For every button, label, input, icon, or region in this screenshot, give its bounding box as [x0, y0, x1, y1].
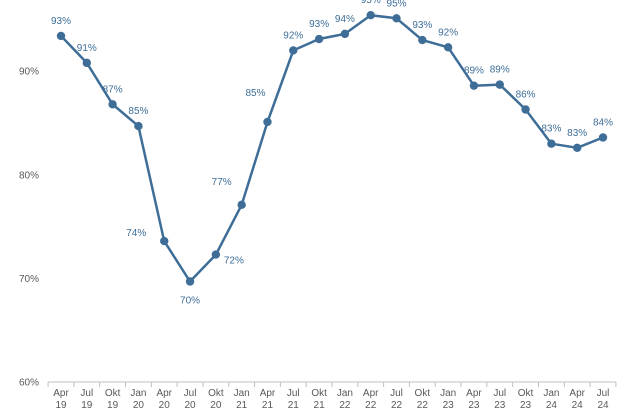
data-label: 84% [593, 117, 613, 128]
y-tick-label: 70% [19, 274, 39, 285]
data-point [82, 58, 92, 68]
data-point [108, 100, 117, 109]
x-tick-label-month: Apr [53, 388, 69, 399]
data-point [392, 14, 401, 23]
y-tick-label: 60% [19, 378, 39, 389]
x-tick-label-month: Apr [363, 388, 379, 399]
data-label: 72% [224, 256, 244, 267]
data-label: 92% [438, 27, 458, 38]
data-point [495, 80, 504, 89]
data-label: 70% [180, 295, 200, 306]
x-tick-label-month: Okt [105, 388, 121, 399]
x-tick-label-year: 23 [494, 400, 506, 411]
x-tick-label-month: Jan [543, 388, 559, 399]
data-point [185, 277, 195, 286]
x-tick-label-month: Apr [569, 388, 585, 399]
data-label: 95% [387, 0, 407, 9]
x-tick-label-month: Jul [184, 388, 197, 399]
data-point [547, 139, 556, 148]
data-label: 85% [128, 106, 148, 117]
data-point [211, 250, 221, 259]
data-label: 74% [126, 228, 146, 239]
data-point [340, 29, 350, 39]
data-label: 95% [361, 0, 381, 6]
x-tick-label-month: Jul [287, 388, 300, 399]
x-tick-label-year: 19 [107, 400, 119, 411]
x-tick-label-year: 23 [468, 400, 480, 411]
data-point [366, 11, 375, 20]
data-label: 87% [103, 84, 123, 95]
x-tick-label-month: Jul [493, 388, 506, 399]
x-tick-label-year: 22 [391, 400, 403, 411]
data-label: 89% [464, 66, 484, 77]
data-point [572, 143, 582, 153]
x-tick-label-month: Okt [311, 388, 327, 399]
x-tick-label-year: 24 [597, 400, 609, 411]
x-tick-label-year: 21 [314, 400, 326, 411]
data-label: 93% [51, 16, 71, 27]
x-tick-label-year: 19 [55, 400, 67, 411]
data-label: 85% [245, 88, 265, 99]
x-tick-label-month: Okt [415, 388, 431, 399]
data-point [263, 117, 272, 127]
data-point [289, 46, 298, 55]
data-label: 94% [335, 14, 355, 25]
data-point [443, 43, 453, 52]
x-tick-label-month: Apr [156, 388, 172, 399]
x-tick-label-month: Jan [440, 388, 456, 399]
data-point [598, 133, 608, 142]
data-label: 77% [212, 177, 232, 188]
data-point [314, 34, 324, 44]
x-tick-label-month: Jan [130, 388, 146, 399]
data-point [418, 35, 427, 45]
x-tick-label-month: Okt [208, 388, 224, 399]
x-tick-label-year: 23 [520, 400, 532, 411]
y-tick-label: 90% [19, 67, 39, 78]
data-labels: 93% 91% 87% 85% 74% 70% 72% 77% 85% 92% 93% 94% 95% 9… [51, 0, 613, 306]
x-tick-label-year: 20 [184, 400, 196, 411]
x-tick-label-year: 23 [443, 400, 455, 411]
y-tick-label: 80% [19, 170, 39, 181]
data-label: 93% [309, 19, 329, 30]
x-tick-label-month: Jul [80, 388, 93, 399]
x-axis: Apr19Jul19Okt19Jan20Apr20Jul20Okt20Jan21… [47, 381, 617, 411]
x-tick-label-year: 22 [339, 400, 351, 411]
x-tick-label-month: Jul [597, 388, 610, 399]
x-tick-label-month: Jan [337, 388, 353, 399]
data-label: 89% [490, 65, 510, 76]
x-tick-label-month: Jan [234, 388, 250, 399]
x-tick-label-month: Okt [518, 388, 534, 399]
data-point [237, 200, 246, 210]
data-label: 91% [77, 43, 97, 54]
x-tick-label-year: 21 [262, 400, 274, 411]
y-axis: 60% 70% 80% 90% [19, 67, 39, 389]
x-tick-label-month: Apr [260, 388, 276, 399]
x-tick-label-year: 21 [236, 400, 248, 411]
data-label: 86% [516, 90, 536, 101]
data-label: 93% [412, 20, 432, 31]
data-label: 83% [567, 128, 587, 139]
x-tick-label-month: Apr [466, 388, 482, 399]
data-points [56, 11, 608, 286]
series-line [60, 13, 604, 283]
x-tick-label-year: 22 [365, 400, 377, 411]
x-tick-label-year: 20 [133, 400, 145, 411]
x-tick-label-year: 24 [572, 400, 584, 411]
data-label: 83% [541, 124, 561, 135]
x-tick-label-year: 20 [159, 400, 171, 411]
x-tick-label-year: 24 [546, 400, 558, 411]
data-point [56, 31, 66, 41]
x-tick-label-year: 20 [210, 400, 222, 411]
data-point [521, 105, 530, 114]
data-point [134, 121, 143, 131]
x-tick-label-month: Jul [390, 388, 403, 399]
data-label: 92% [283, 30, 303, 41]
x-tick-label-year: 19 [81, 400, 93, 411]
x-tick-label-year: 22 [417, 400, 429, 411]
data-point [160, 236, 169, 246]
x-tick-label-year: 21 [288, 400, 300, 411]
data-point [469, 81, 479, 90]
